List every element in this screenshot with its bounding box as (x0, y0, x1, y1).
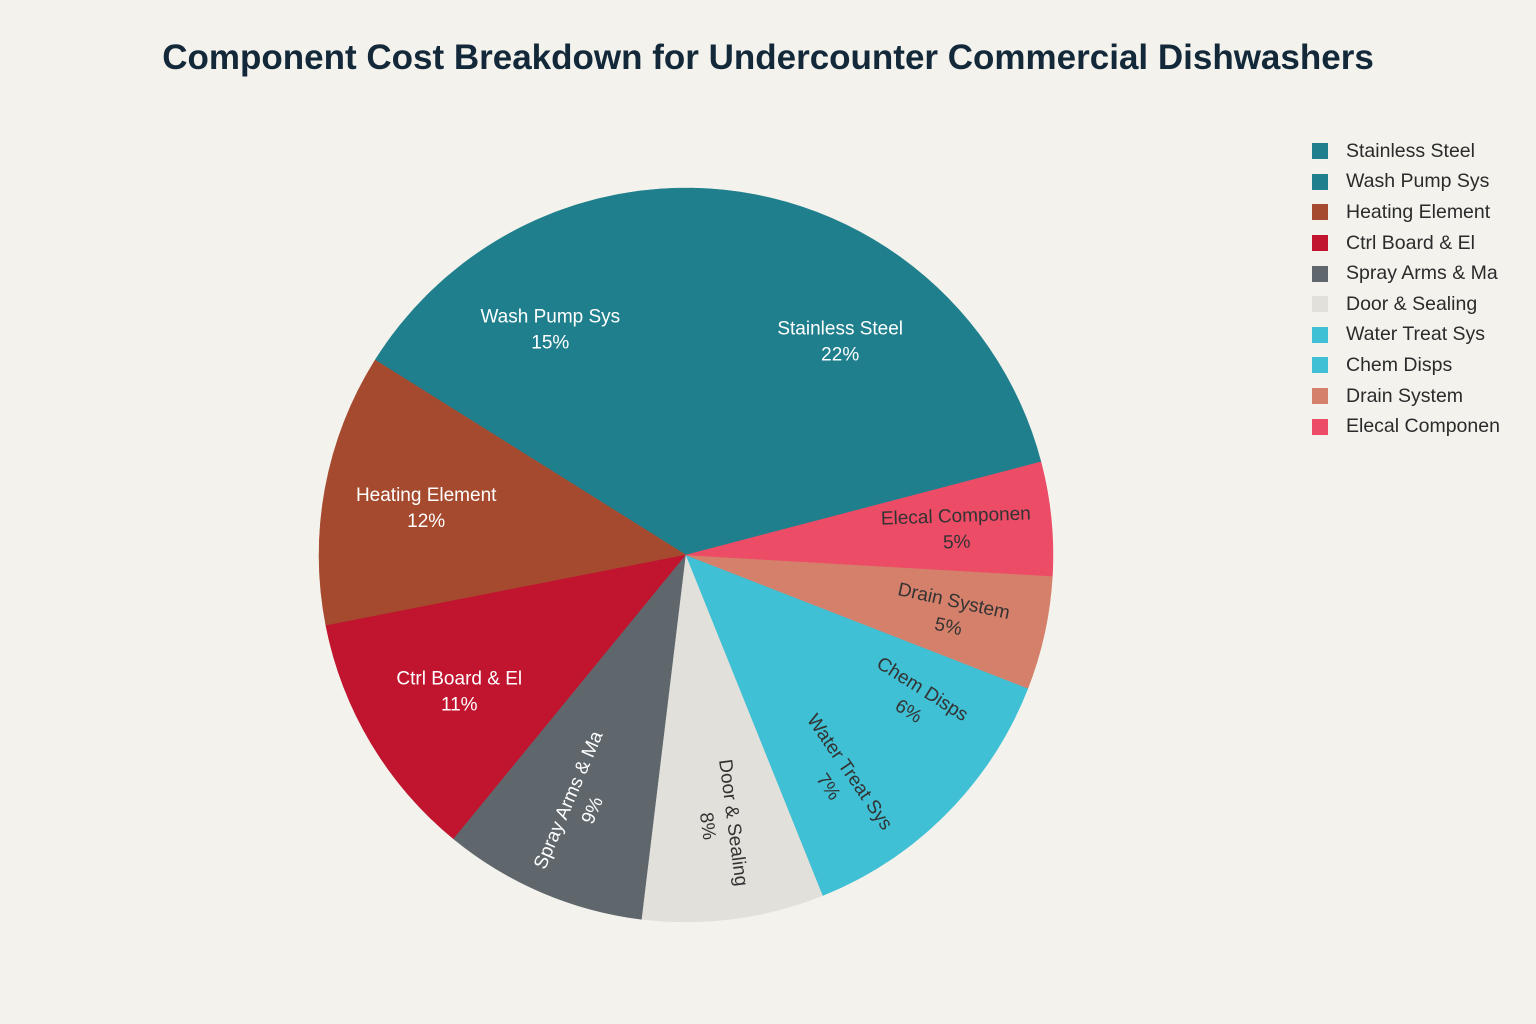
slice-label-wash-pump-sys: Wash Pump Sys 15% (480, 306, 620, 353)
pie-slice-chem-disps[interactable] (685, 554, 1029, 806)
slice-label-name: Ctrl Board & El (396, 669, 522, 690)
chart-title: Component Cost Breakdown for Undercounte… (162, 38, 1374, 77)
legend-item-door-and-sealing[interactable]: Door & Sealing (1312, 289, 1532, 320)
legend-item-wash-pump-sys[interactable]: Wash Pump Sys (1312, 167, 1532, 198)
legend-swatch (1312, 418, 1328, 435)
pie-slices (318, 187, 1054, 923)
legend-label: Door & Sealing (1346, 292, 1478, 315)
legend-label: Stainless Steel (1346, 139, 1475, 162)
slice-label-percent: 8% (695, 811, 719, 841)
legend-item-drain-system[interactable]: Drain System (1312, 381, 1532, 412)
legend-label: Wash Pump Sys (1346, 170, 1490, 193)
slice-label-name: Elecal Componen (881, 503, 1032, 529)
slice-label-percent: 12% (407, 511, 445, 532)
legend-item-chem-disps[interactable]: Chem Disps (1312, 350, 1532, 381)
legend-swatch (1312, 173, 1328, 190)
slice-label-percent: 5% (943, 532, 971, 554)
legend: Stainless Steel Wash Pump Sys Heating Elem… (1312, 136, 1532, 442)
legend-swatch (1312, 204, 1328, 221)
legend-swatch (1312, 388, 1328, 405)
pie-slice-stainless-steel[interactable] (660, 187, 1042, 556)
legend-item-water-treat-sys[interactable]: Water Treat Sys (1312, 320, 1532, 351)
slice-label-percent: 11% (441, 695, 478, 716)
pie-slice-water-treat-sys[interactable] (685, 554, 956, 896)
slice-label-name: Wash Pump Sys (480, 306, 620, 327)
pie-slice-door-and-sealing[interactable] (641, 554, 824, 923)
pie-slice-elecal-componen[interactable] (685, 461, 1054, 577)
slice-label-name: Heating Element (356, 485, 497, 506)
slice-label-stainless-steel: Stainless Steel 22% (777, 318, 903, 365)
legend-item-ctrl-board-and-el[interactable]: Ctrl Board & El (1312, 228, 1532, 259)
legend-label: Chem Disps (1346, 353, 1453, 376)
legend-swatch (1312, 235, 1328, 252)
slice-label-percent: 22% (821, 344, 859, 365)
slice-label-name: Stainless Steel (777, 318, 903, 339)
legend-swatch (1312, 265, 1328, 282)
legend-label: Elecal Componen (1346, 415, 1500, 438)
legend-item-elecal-componen[interactable]: Elecal Componen (1312, 411, 1532, 442)
legend-swatch (1312, 143, 1328, 160)
slice-label-heating-element: Heating Element 12% (356, 485, 497, 532)
pie-slice-heating-element[interactable] (318, 359, 687, 626)
pie-slice-wash-pump-sys[interactable] (374, 188, 687, 556)
legend-item-spray-arms-and-ma[interactable]: Spray Arms & Ma (1312, 258, 1532, 289)
legend-label: Water Treat Sys (1346, 323, 1486, 346)
pie-slice-ctrl-board-and-el[interactable] (325, 554, 687, 840)
legend-label: Heating Element (1346, 200, 1491, 223)
slice-label-elecal-componen: Elecal Componen 5% (881, 503, 1033, 555)
legend-swatch (1312, 357, 1328, 374)
legend-label: Ctrl Board & El (1346, 231, 1475, 254)
slice-label-ctrl-board-and-el: Ctrl Board & El 11% (396, 669, 522, 716)
legend-swatch (1312, 296, 1328, 313)
legend-item-heating-element[interactable]: Heating Element (1312, 197, 1532, 228)
pie-slice-spray-arms-and-ma[interactable] (453, 554, 687, 920)
slice-label-percent: 15% (531, 332, 569, 353)
legend-swatch (1312, 326, 1328, 343)
legend-label: Spray Arms & Ma (1346, 262, 1498, 285)
legend-label: Drain System (1346, 384, 1464, 407)
legend-item-stainless-steel[interactable]: Stainless Steel (1312, 136, 1532, 167)
